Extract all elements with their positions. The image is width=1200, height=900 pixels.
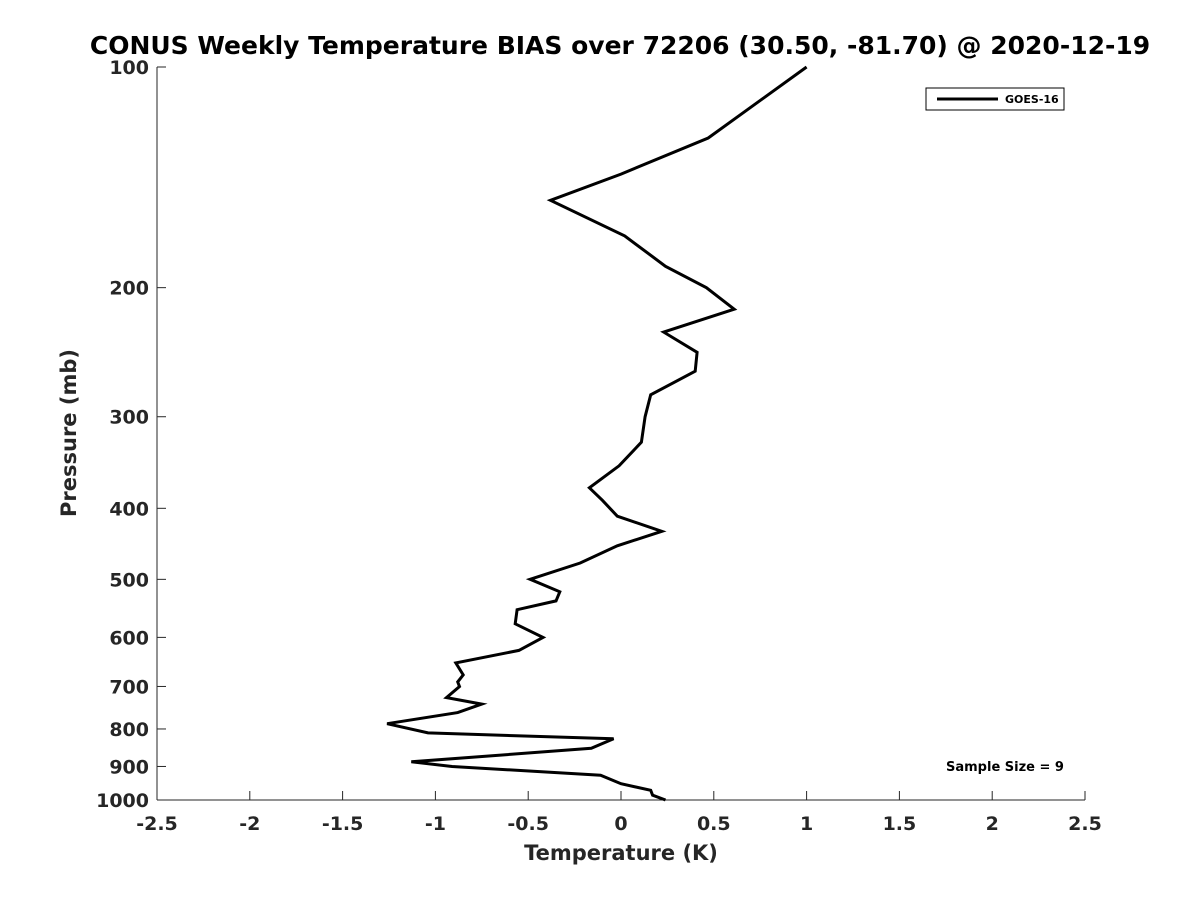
x-tick-label: 1 xyxy=(800,813,813,835)
series-line-goes-16 xyxy=(386,65,808,802)
x-axis-ticks: -2.5 -2 -1.5 -1 -0.5 0 0.5 1 1.5 2 2.5 xyxy=(136,791,1102,835)
x-axis-label: Temperature (K) xyxy=(524,841,718,865)
x-tick-label: 2.5 xyxy=(1068,813,1102,835)
x-tick-label: -1 xyxy=(425,813,446,835)
x-tick-label: 0 xyxy=(614,813,627,835)
chart-title: CONUS Weekly Temperature BIAS over 72206… xyxy=(90,31,1150,60)
y-tick-label: 500 xyxy=(109,569,149,591)
x-tick-label: -2 xyxy=(239,813,260,835)
series-layer xyxy=(386,65,808,802)
plot-axes xyxy=(156,67,1085,801)
y-tick-label: 700 xyxy=(109,676,149,698)
y-tick-label: 400 xyxy=(109,498,149,520)
x-tick-label: 0.5 xyxy=(697,813,731,835)
x-tick-label: -2.5 xyxy=(136,813,178,835)
y-tick-label: 800 xyxy=(109,719,149,741)
y-axis-label: Pressure (mb) xyxy=(57,349,81,517)
y-tick-label: 100 xyxy=(109,57,149,79)
y-tick-label: 900 xyxy=(109,756,149,778)
y-tick-label: 1000 xyxy=(96,790,149,812)
y-axis-ticks: 100 200 300 400 500 600 700 800 900 1000 xyxy=(96,57,166,812)
legend-label: GOES-16 xyxy=(1005,93,1059,106)
y-tick-label: 200 xyxy=(109,278,149,300)
x-tick-label: 2 xyxy=(986,813,999,835)
x-tick-label: 1.5 xyxy=(883,813,917,835)
x-tick-label: -0.5 xyxy=(507,813,549,835)
y-tick-label: 300 xyxy=(109,407,149,429)
sample-size-annotation: Sample Size = 9 xyxy=(946,760,1064,775)
x-tick-label: -1.5 xyxy=(322,813,364,835)
legend: GOES-16 xyxy=(925,87,1065,111)
y-tick-label: 600 xyxy=(109,627,149,649)
